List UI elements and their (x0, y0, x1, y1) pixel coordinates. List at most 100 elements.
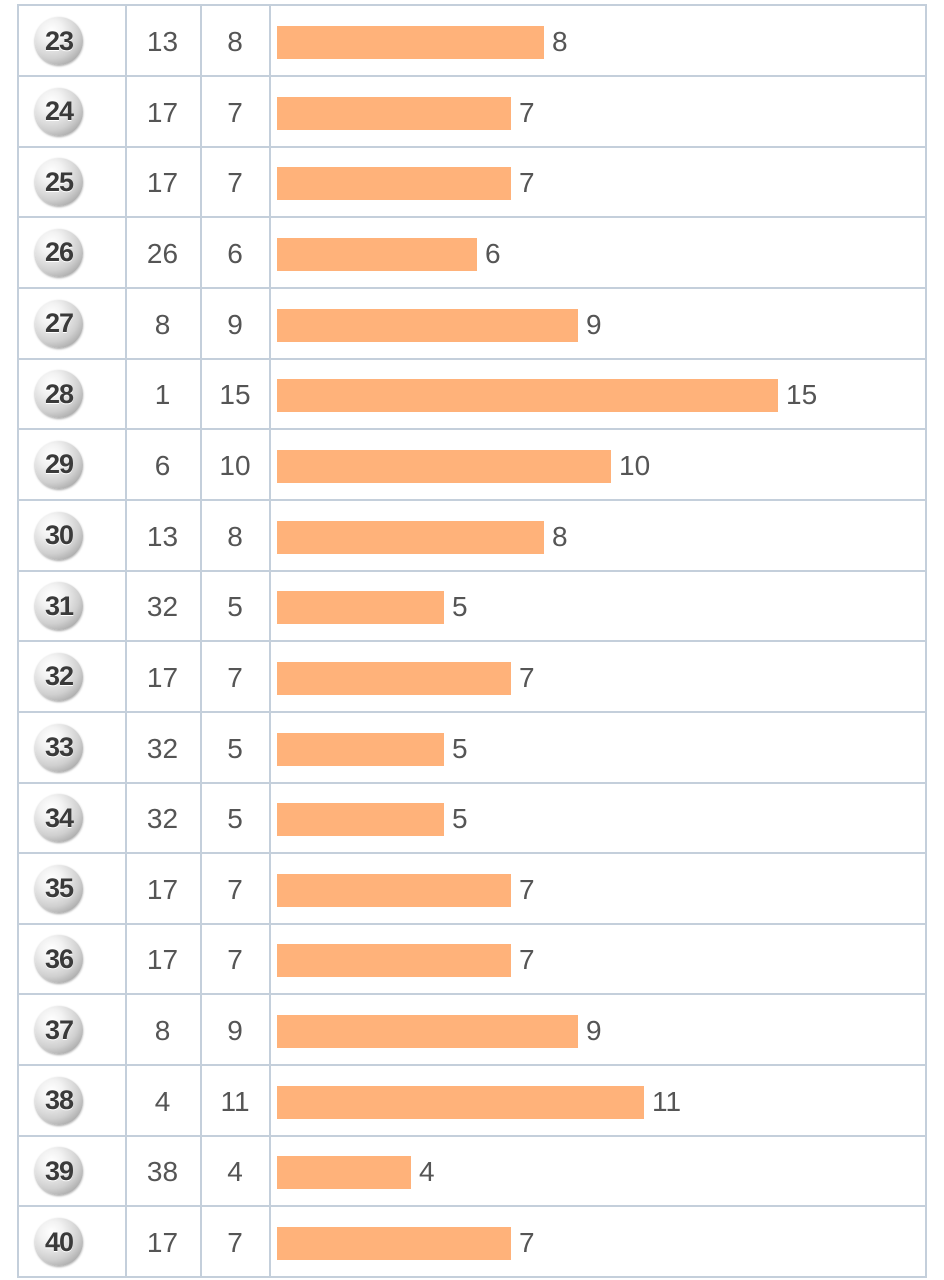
bar-value-label: 15 (786, 379, 818, 411)
bar-value-label: 5 (452, 591, 468, 623)
frequency-bar (277, 1015, 578, 1049)
frequency-bar (277, 1156, 411, 1190)
cell-col-b: 15 (219, 379, 251, 411)
lottery-ball-icon: 23 (35, 17, 83, 65)
bar-value-label: 5 (452, 803, 468, 835)
lottery-ball-icon: 25 (35, 158, 83, 207)
lottery-ball-icon: 37 (35, 1006, 83, 1055)
table-row: 32 17 7 7 (19, 642, 925, 713)
cell-col-b: 4 (227, 1156, 243, 1188)
table-row: 28 1 15 15 (19, 359, 925, 431)
ball-number: 37 (44, 1014, 74, 1045)
cell-col-a: 32 (146, 803, 179, 835)
cell-col-b: 7 (227, 96, 243, 128)
cell-col-b: 8 (227, 520, 243, 552)
frequency-bar (277, 237, 477, 271)
frequency-bar (277, 379, 778, 413)
cell-col-a: 13 (146, 520, 179, 552)
cell-col-a: 17 (146, 167, 179, 199)
table-row: 39 38 4 4 (19, 1136, 925, 1208)
cell-col-a: 17 (146, 1227, 179, 1259)
cell-col-a: 32 (146, 591, 179, 623)
bar-value-label: 9 (586, 308, 602, 340)
table-row: 25 17 7 7 (19, 147, 925, 219)
bar-value-label: 7 (519, 873, 535, 905)
bar-value-label: 5 (452, 732, 468, 764)
bar-value-label: 7 (519, 944, 535, 976)
bar-value-label: 9 (586, 1015, 602, 1047)
table-row: 31 32 5 5 (19, 571, 925, 643)
cell-col-b: 7 (227, 873, 243, 905)
ball-number: 30 (44, 520, 74, 551)
ball-number: 23 (44, 25, 74, 56)
table-row: 27 8 9 9 (19, 289, 925, 360)
frequency-bar (277, 167, 511, 201)
frequency-bar (277, 873, 511, 907)
frequency-bar (277, 1085, 644, 1119)
lottery-ball-icon: 40 (35, 1218, 83, 1267)
cell-col-a: 38 (146, 1156, 179, 1188)
cell-col-b: 10 (219, 449, 251, 481)
ball-number: 26 (44, 237, 74, 268)
table-row: 24 17 7 7 (19, 77, 925, 148)
bar-value-label: 6 (485, 237, 501, 269)
frequency-bar (277, 520, 544, 554)
bar-value-label: 10 (619, 449, 651, 481)
ball-number: 34 (44, 802, 74, 833)
bar-value-label: 11 (652, 1085, 682, 1117)
lottery-ball-icon: 28 (35, 370, 83, 419)
cell-col-b: 7 (227, 944, 243, 976)
cell-col-b: 7 (227, 1227, 243, 1259)
ball-number: 33 (44, 732, 74, 762)
cell-col-b: 6 (227, 237, 243, 269)
cell-col-b: 5 (227, 591, 243, 623)
ball-number: 36 (44, 943, 74, 974)
lottery-ball-icon: 35 (35, 864, 83, 913)
cell-col-b: 5 (227, 803, 243, 835)
ball-number: 40 (44, 1226, 74, 1257)
ball-number: 38 (44, 1085, 74, 1116)
lottery-ball-icon: 33 (35, 723, 83, 772)
lottery-ball-icon: 34 (35, 794, 83, 843)
frequency-bar (277, 944, 511, 978)
cell-col-a: 17 (146, 944, 179, 976)
ball-number: 24 (44, 96, 74, 127)
table-row: 40 17 7 7 (19, 1207, 925, 1279)
cell-col-a: 8 (154, 308, 171, 340)
lottery-ball-icon: 36 (35, 935, 83, 984)
ball-number: 39 (44, 1155, 74, 1186)
cell-col-b: 8 (227, 26, 243, 57)
cell-col-a: 17 (146, 96, 179, 128)
table-row: 29 6 10 10 (19, 430, 925, 501)
ball-number: 32 (44, 661, 74, 692)
cell-col-a: 17 (146, 661, 179, 693)
frequency-bar (277, 449, 611, 483)
frequency-bar (277, 803, 444, 837)
frequency-bar (277, 591, 444, 625)
frequency-bar (277, 26, 544, 59)
frequency-bar (277, 308, 578, 342)
bar-value-label: 8 (552, 520, 568, 552)
cell-col-b: 9 (227, 308, 243, 340)
ball-number: 27 (44, 308, 74, 339)
table-row: 33 32 5 5 (19, 713, 925, 784)
cell-col-b: 11 (220, 1085, 250, 1117)
cell-col-b: 7 (227, 167, 243, 199)
cell-col-a: 26 (146, 237, 179, 269)
bar-value-label: 7 (519, 661, 535, 693)
ball-number: 29 (44, 449, 74, 480)
frequency-bar (277, 661, 511, 695)
lottery-ball-icon: 30 (35, 511, 83, 560)
ball-number: 28 (44, 378, 74, 409)
cell-col-b: 5 (227, 732, 243, 764)
cell-col-a: 4 (154, 1085, 171, 1117)
lottery-ball-icon: 39 (35, 1147, 83, 1196)
frequency-bar (277, 1227, 511, 1261)
table-row: 30 13 8 8 (19, 501, 925, 572)
lottery-ball-icon: 24 (35, 87, 83, 136)
ball-number: 31 (44, 590, 74, 621)
bar-value-label: 7 (519, 1227, 535, 1259)
frequency-bar (277, 96, 511, 130)
cell-col-a: 8 (154, 1015, 171, 1047)
table-row: 23 13 8 8 (19, 6, 925, 77)
